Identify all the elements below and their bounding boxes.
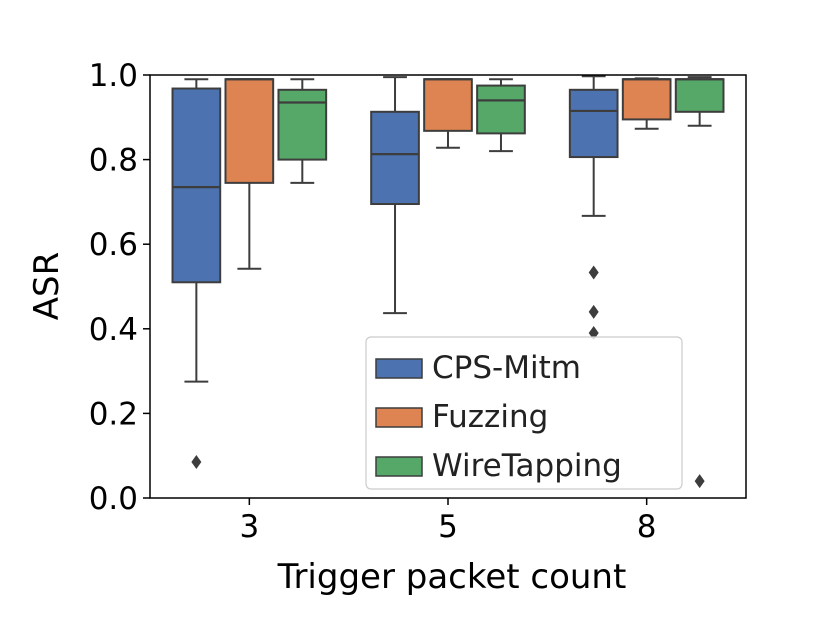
box-Fuzzing-3 (224, 78, 275, 270)
outlier-point (191, 455, 202, 470)
iqr-box (568, 88, 619, 159)
box-WireTapping-5 (476, 78, 526, 153)
legend-label: WireTapping (432, 448, 622, 484)
y-tick-label: 0.0 (89, 481, 138, 517)
box-WireTapping-3 (277, 78, 328, 184)
iqr-box (423, 78, 473, 132)
outlier-point (588, 265, 599, 280)
x-tick-label: 8 (637, 509, 657, 545)
plot-area (171, 75, 725, 489)
y-tick-label: 1.0 (89, 58, 138, 94)
legend-swatch-CPS-Mitm (375, 358, 423, 379)
x-tick-label: 3 (239, 509, 259, 545)
box-Fuzzing-5 (423, 78, 473, 149)
iqr-box (171, 87, 222, 284)
outlier-point (588, 304, 599, 319)
legend-label: CPS-Mitm (432, 350, 581, 386)
x-axis-title: Trigger packet count (277, 557, 627, 597)
outlier-point (694, 474, 705, 489)
y-tick-label: 0.6 (89, 227, 138, 263)
legend-swatch-Fuzzing (375, 407, 423, 428)
iqr-box (224, 78, 275, 184)
box-Fuzzing-8 (621, 77, 672, 130)
legend: CPS-Mitm Fuzzing WireTapping (365, 336, 683, 490)
x-tick-label: 5 (438, 509, 458, 545)
iqr-box (476, 84, 526, 135)
box-WireTapping-8 (674, 76, 725, 489)
x-axis: 3 5 8 (239, 498, 657, 545)
legend-swatch-WireTapping (375, 456, 423, 477)
box-CPS-Mitm-8 (568, 75, 619, 341)
y-axis-title: ASR (27, 252, 67, 320)
legend-box (365, 336, 683, 490)
iqr-box (277, 88, 328, 161)
iqr-box (370, 110, 420, 206)
y-tick-label: 0.8 (89, 143, 138, 179)
y-tick-label: 0.2 (89, 396, 138, 432)
legend-label: Fuzzing (432, 399, 548, 435)
iqr-box (674, 78, 725, 113)
y-axis: 0.0 0.2 0.4 0.6 0.8 1.0 (89, 58, 150, 517)
iqr-box (621, 78, 672, 121)
box-CPS-Mitm-3 (171, 78, 222, 470)
box-CPS-Mitm-5 (370, 76, 420, 315)
y-tick-label: 0.4 (89, 312, 138, 348)
